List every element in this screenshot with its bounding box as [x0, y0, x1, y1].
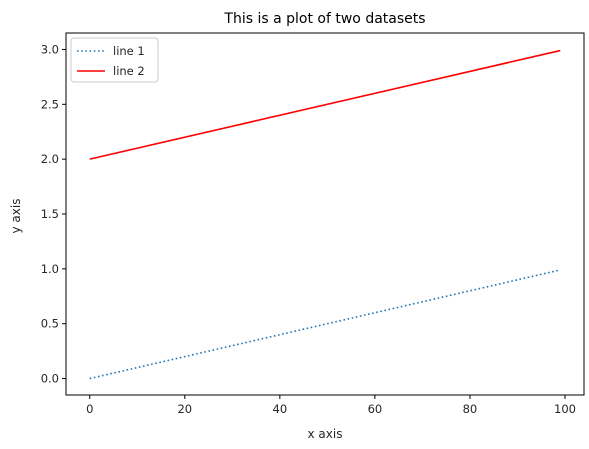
x-tick-label: 20 [177, 402, 192, 416]
y-axis: 0.0 0.5 1.0 1.5 2.0 2.5 3.0 [41, 42, 66, 386]
y-tick-label: 1.5 [41, 207, 59, 221]
x-axis-label: x axis [308, 427, 343, 441]
legend: line 1 line 2 [70, 37, 159, 83]
x-tick-label: 0 [86, 402, 93, 416]
x-tick-label: 100 [554, 402, 576, 416]
y-tick-label: 1.0 [41, 262, 59, 276]
x-tick-label: 80 [463, 402, 478, 416]
series-line-2 [89, 49, 561, 160]
legend-label-1: line 1 [113, 44, 145, 58]
y-tick-label: 0.5 [41, 317, 59, 331]
y-tick-label: 2.0 [41, 152, 59, 166]
y-tick-label: 2.5 [41, 97, 59, 111]
legend-label-2: line 2 [113, 64, 145, 78]
y-axis-label: y axis [9, 199, 23, 234]
chart-title: This is a plot of two datasets [223, 11, 425, 27]
x-axis: 0 20 40 60 80 100 [86, 395, 576, 416]
x-tick-label: 60 [368, 402, 383, 416]
series-line-1 [89, 269, 561, 380]
y-tick-label: 0.0 [41, 372, 59, 386]
plot-area [89, 49, 561, 380]
y-tick-label: 3.0 [41, 42, 59, 56]
x-tick-label: 40 [273, 402, 288, 416]
